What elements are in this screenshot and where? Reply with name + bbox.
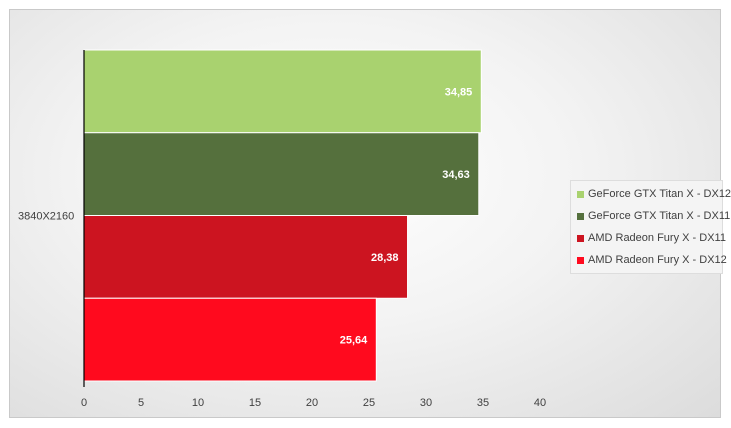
legend-swatch bbox=[577, 190, 584, 198]
legend-label: AMD Radeon Fury X - DX11 bbox=[588, 232, 726, 244]
legend-label: GeForce GTX Titan X - DX12 bbox=[588, 188, 731, 200]
legend-item: AMD Radeon Fury X - DX11 bbox=[577, 227, 726, 249]
bar-chart: 0 5 10 15 20 25 30 35 40 34,85 34,63 28,38 25,64 38… bbox=[18, 49, 546, 409]
x-tick-label: 30 bbox=[420, 397, 432, 409]
bar-4 bbox=[83, 297, 377, 382]
legend-swatch bbox=[577, 256, 584, 264]
legend-swatch bbox=[577, 234, 584, 242]
legend-swatch bbox=[577, 212, 584, 220]
category-label: 3840X2160 bbox=[18, 211, 74, 223]
x-tick-label: 0 bbox=[81, 397, 87, 409]
x-tick-label: 20 bbox=[306, 397, 318, 409]
legend-item: AMD Radeon Fury X - DX12 bbox=[577, 249, 727, 271]
bar-1 bbox=[83, 49, 482, 134]
bar-2 bbox=[83, 132, 480, 216]
x-tick-label: 15 bbox=[249, 397, 261, 409]
bar-3 bbox=[83, 215, 409, 299]
data-label: 34,63 bbox=[442, 169, 470, 181]
data-label: 34,85 bbox=[445, 86, 473, 98]
x-tick-label: 40 bbox=[534, 397, 546, 409]
data-label: 25,64 bbox=[340, 335, 368, 347]
x-tick-label: 35 bbox=[477, 397, 489, 409]
legend-item: GeForce GTX Titan X - DX12 bbox=[577, 183, 731, 205]
legend-label: GeForce GTX Titan X - DX11 bbox=[588, 210, 731, 222]
legend: GeForce GTX Titan X - DX12 GeForce GTX T… bbox=[570, 180, 731, 274]
x-tick-label: 25 bbox=[363, 397, 375, 409]
x-tick-label: 5 bbox=[138, 397, 144, 409]
data-label: 28,38 bbox=[371, 252, 399, 264]
legend-label: AMD Radeon Fury X - DX12 bbox=[588, 254, 727, 266]
chart-area: 0 5 10 15 20 25 30 35 40 34,85 34,63 28,38 25,64 38… bbox=[9, 9, 731, 418]
x-tick-label: 10 bbox=[192, 397, 204, 409]
legend-item: GeForce GTX Titan X - DX11 bbox=[577, 205, 730, 227]
